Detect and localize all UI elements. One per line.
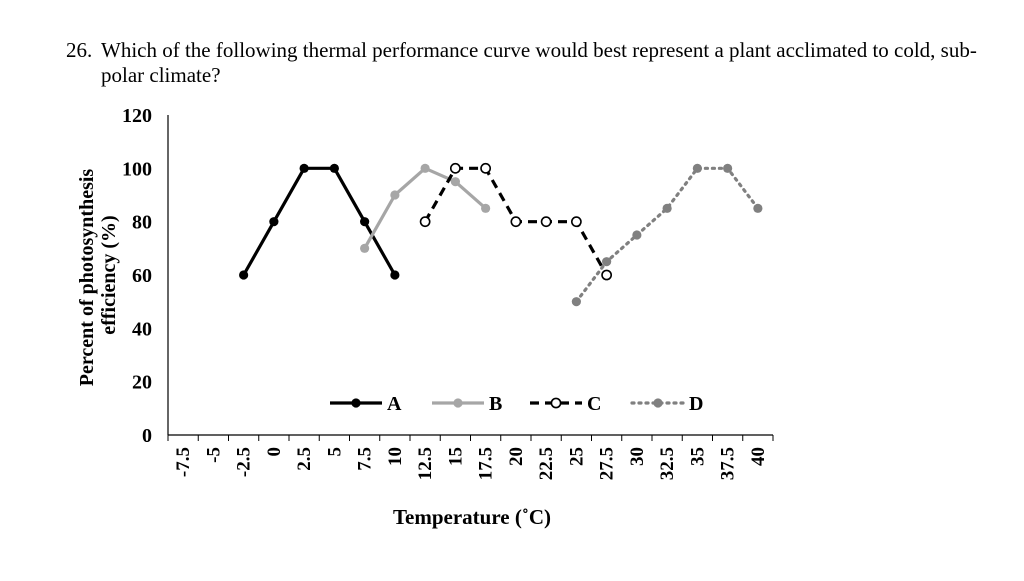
data-point-C <box>540 216 552 228</box>
data-point-B <box>390 190 400 200</box>
data-point-D <box>571 297 581 307</box>
series-C <box>419 162 613 281</box>
data-point-C <box>449 162 461 174</box>
legend-label-B: B <box>489 393 502 415</box>
legend-label-A: A <box>387 393 402 415</box>
x-tick-label: 30 <box>627 447 648 466</box>
y-axis-label-line2: efficiency (%) <box>98 215 120 334</box>
data-point-C <box>570 216 582 228</box>
y-axis-label-line1: Percent of photosynthesis <box>76 169 98 387</box>
y-tick-label: 40 <box>132 318 152 340</box>
series-D <box>571 163 763 307</box>
y-tick-label: 120 <box>122 105 152 127</box>
data-point-B <box>481 203 491 213</box>
data-point-C <box>419 216 431 228</box>
data-point-B <box>420 163 430 173</box>
y-tick-label: 100 <box>122 158 152 180</box>
data-point-D <box>602 257 612 267</box>
y-tick-label: 60 <box>132 265 152 287</box>
data-point-A <box>299 163 309 173</box>
x-tick-label: -5 <box>203 447 224 463</box>
data-point-B <box>450 177 460 187</box>
data-point-A <box>329 163 339 173</box>
data-point-C <box>601 269 613 281</box>
y-axis-label: Percent of photosynthesis efficiency (%) <box>76 164 120 386</box>
data-point-C <box>480 162 492 174</box>
data-point-A <box>390 270 400 280</box>
x-axis-label: Temperature (˚C) <box>393 505 551 529</box>
x-tick-label: 32.5 <box>657 447 678 480</box>
data-point-C <box>510 216 522 228</box>
x-tick-label: 35 <box>687 447 708 466</box>
x-tick-label: -2.5 <box>234 447 255 477</box>
data-point-D <box>753 203 763 213</box>
x-tick-label: 15 <box>445 447 466 466</box>
y-tick-label: 20 <box>132 372 152 394</box>
question-number: 26. <box>66 38 93 62</box>
legend-item-D: D <box>630 393 703 415</box>
x-tick-label: 40 <box>748 447 769 466</box>
legend-label-D: D <box>689 393 703 415</box>
question: 26. Which of the following thermal perfo… <box>66 38 1006 88</box>
series-line-B <box>363 166 487 250</box>
series-line-D <box>574 166 760 304</box>
question-text: Which of the following thermal performan… <box>101 38 977 87</box>
data-point-A <box>269 217 279 227</box>
y-tick-label: 80 <box>132 212 152 234</box>
data-point-D <box>662 203 672 213</box>
data-point-B <box>360 243 370 253</box>
data-point-D <box>692 163 702 173</box>
legend-marker-D <box>653 398 663 408</box>
x-tick-label: 5 <box>324 447 345 457</box>
legend-item-A: A <box>330 393 402 415</box>
x-tick-label: 0 <box>264 447 285 457</box>
x-tick-label: 2.5 <box>294 447 315 471</box>
legend-label-C: C <box>587 393 601 415</box>
data-point-A <box>360 217 370 227</box>
x-tick-label: 20 <box>506 447 527 466</box>
x-tick-label: 10 <box>385 447 406 466</box>
y-tick-label: 0 <box>142 425 152 447</box>
x-tick-label: 17.5 <box>476 447 497 480</box>
series-B <box>360 163 491 253</box>
legend-marker-B <box>453 398 463 408</box>
series-line-A <box>242 166 397 276</box>
x-tick-label: 7.5 <box>355 447 376 471</box>
data-point-D <box>632 230 642 240</box>
x-tick-label: 22.5 <box>536 447 557 480</box>
data-point-A <box>239 270 249 280</box>
legend-item-B: B <box>432 393 502 415</box>
data-point-D <box>723 163 733 173</box>
x-tick-label: 25 <box>566 447 587 466</box>
legend-marker-C <box>550 397 562 409</box>
legend-marker-A <box>351 398 361 408</box>
x-tick-label: 27.5 <box>597 447 618 480</box>
x-tick-label: 12.5 <box>415 447 436 480</box>
x-tick-label: -7.5 <box>173 447 194 477</box>
x-tick-label: 37.5 <box>718 447 739 480</box>
legend-item-C: C <box>530 393 601 415</box>
series-A <box>239 163 400 280</box>
